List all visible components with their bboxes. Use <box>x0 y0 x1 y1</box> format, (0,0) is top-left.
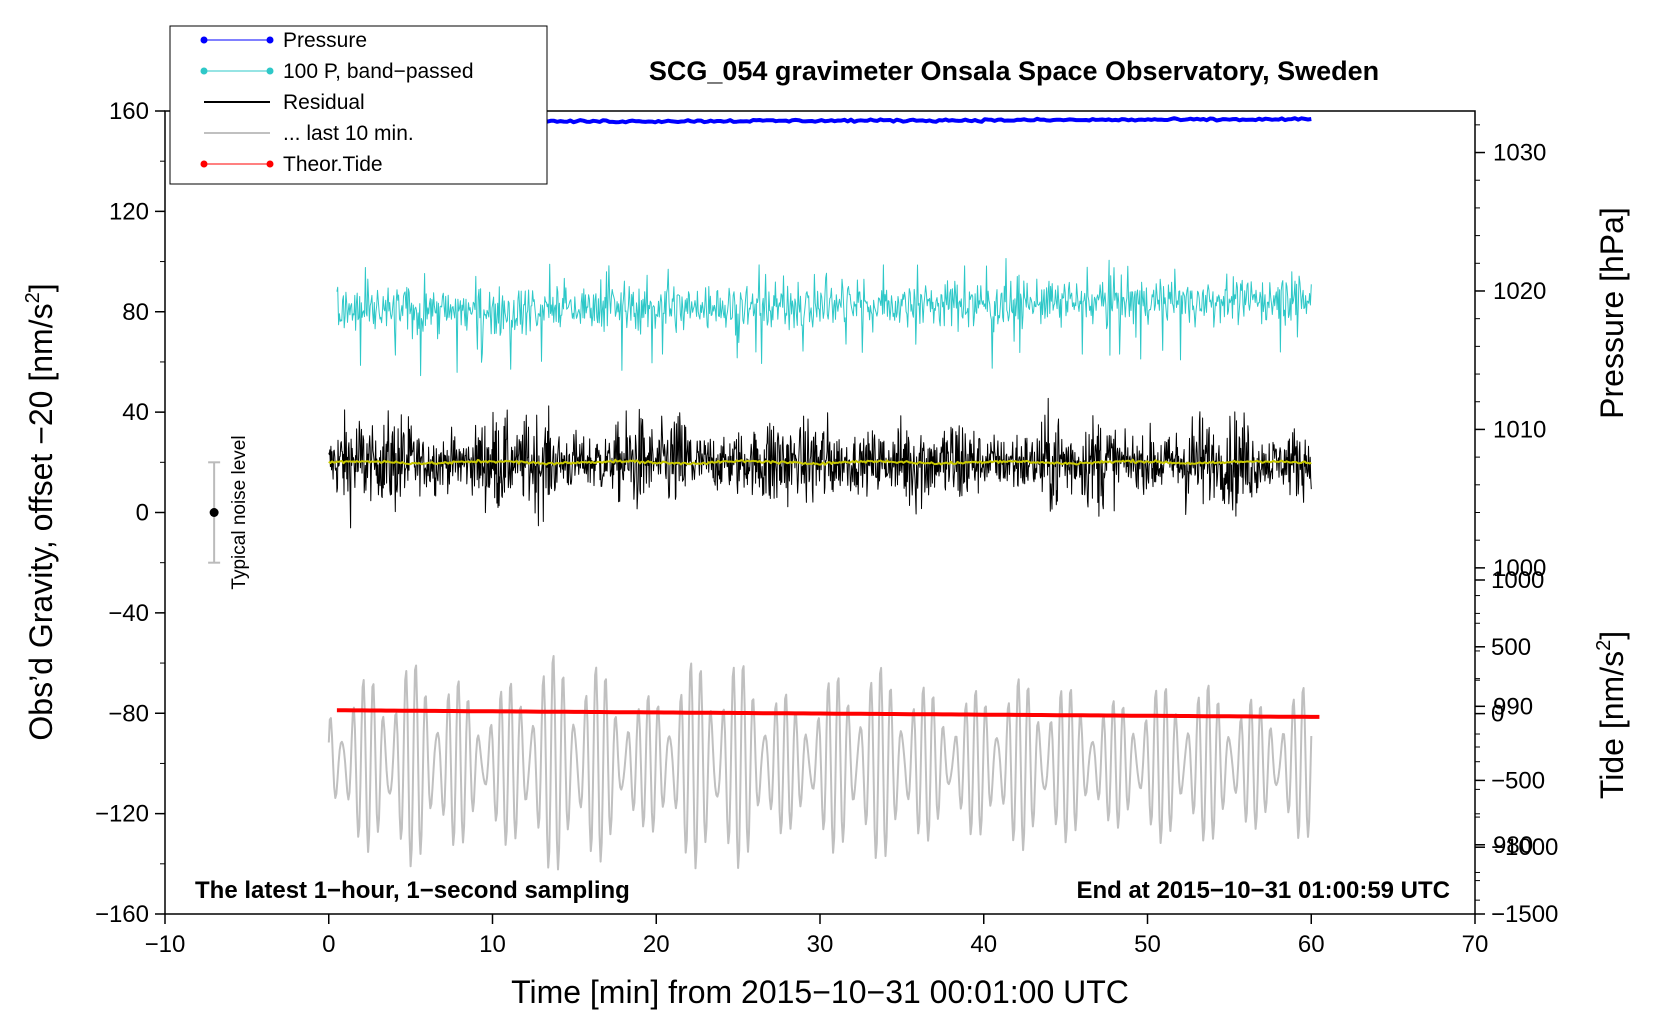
pressure-tick-label: 1030 <box>1493 140 1546 167</box>
legend-box <box>169 25 548 185</box>
series-residual <box>328 397 1312 529</box>
x-tick-label: 70 <box>1462 931 1489 958</box>
legend-marker <box>200 160 208 168</box>
y-tick-label: −120 <box>95 801 149 828</box>
y-axis-label-pressure: Pressure [hPa] <box>1594 207 1630 419</box>
y-tick-label: 0 <box>136 500 149 527</box>
x-tick-label: 0 <box>322 931 335 958</box>
tide-tick-label: −500 <box>1491 767 1545 794</box>
noise-bar-center <box>209 508 219 517</box>
y-tick-label: −80 <box>108 700 149 727</box>
legend-marker <box>200 36 208 44</box>
series-last-10-min <box>327 655 1313 871</box>
x-tick-label: 10 <box>479 931 506 958</box>
pressure-tick-label: 1020 <box>1493 278 1546 305</box>
tide-tick-label: 1000 <box>1491 567 1544 594</box>
y-axis-label-left: Obs’d Gravity, offset −20 [nm/s2] <box>22 283 59 740</box>
legend-marker <box>200 67 208 75</box>
pressure-tick-label: 1000 <box>1493 555 1546 582</box>
chart-title: SCG_054 gravimeter Onsala Space Observat… <box>649 56 1379 86</box>
series-theoretical-tide <box>336 708 1320 719</box>
y-tick-label: −160 <box>95 901 149 928</box>
x-tick-label: 40 <box>970 931 997 958</box>
pressure-tick-label: 1010 <box>1493 416 1546 443</box>
x-tick-label: 60 <box>1298 931 1325 958</box>
pressure-tick-label: 990 <box>1493 693 1533 720</box>
noise-level-indicator: Typical noise level <box>208 435 250 590</box>
legend-label: Theor.Tide <box>283 153 383 176</box>
x-tick-label: 30 <box>807 931 834 958</box>
legend-label: ... last 10 min. <box>283 122 414 145</box>
noise-label: Typical noise level <box>229 435 250 589</box>
y-tick-label: 120 <box>109 198 149 225</box>
x-tick-label: 20 <box>643 931 670 958</box>
x-axis-label: Time [min] from 2015−10−31 00:01:00 UTC <box>511 974 1129 1010</box>
y-tick-label: 40 <box>122 399 149 426</box>
legend-label: Residual <box>283 91 365 114</box>
y-axis-label-tide: Tide [nm/s2] <box>1593 631 1630 799</box>
legend: Pressure 100 P, band−passed Residual ... la… <box>169 25 548 185</box>
series-residual-smoothed <box>328 458 1312 466</box>
y-tick-label: 80 <box>122 299 149 326</box>
series-band-passed-pressure <box>336 258 1312 377</box>
legend-marker <box>266 36 274 44</box>
tide-tick-label: 500 <box>1491 634 1531 661</box>
annotation-sampling: The latest 1−hour, 1−second sampling <box>195 877 630 904</box>
tide-tick-label: 0 <box>1491 701 1504 728</box>
legend-label: 100 P, band−passed <box>283 60 474 83</box>
legend-marker <box>266 160 274 168</box>
legend-label: Pressure <box>283 29 367 52</box>
y-tick-label: 160 <box>109 98 149 125</box>
annotation-end-time: End at 2015−10−31 01:00:59 UTC <box>1076 877 1450 904</box>
pressure-tick-label: 980 <box>1493 832 1533 859</box>
series-layer <box>327 116 1320 871</box>
x-tick-label: −10 <box>145 931 186 958</box>
axes-layer: −10 0 10 20 30 40 50 60 70−160−120−80−4004080120… <box>95 98 1558 958</box>
y-tick-label: −40 <box>108 600 149 627</box>
x-tick-label: 50 <box>1134 931 1161 958</box>
tide-tick-label: −1500 <box>1491 901 1558 928</box>
legend-marker <box>266 67 274 75</box>
tide-tick-label: −1000 <box>1491 834 1558 861</box>
